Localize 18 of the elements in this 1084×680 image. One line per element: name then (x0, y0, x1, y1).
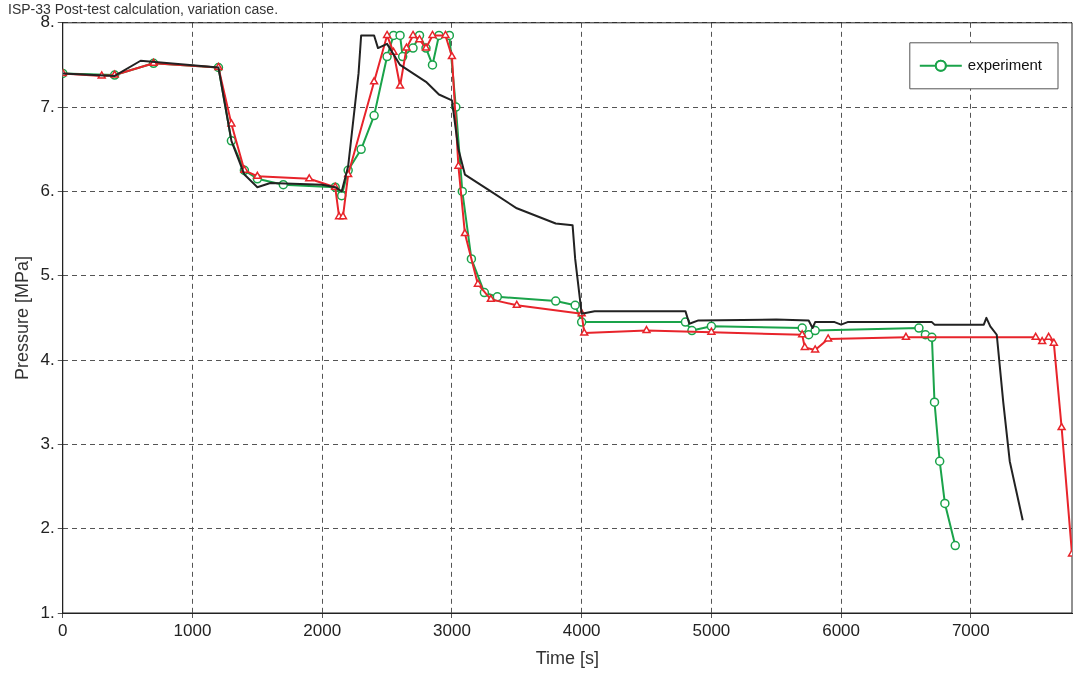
x-tick-label: 5000 (692, 620, 731, 640)
x-tick-label: 1000 (173, 620, 212, 640)
x-tick-label: 4000 (562, 620, 601, 640)
x-tick-label: 0 (58, 620, 68, 640)
y-axis-title: Pressure [MPa] (11, 255, 32, 380)
y-tick-label: 6. (40, 181, 55, 201)
x-tick-label: 3000 (433, 620, 471, 640)
x-tick-label: 2000 (303, 620, 342, 640)
x-tick-label: 7000 (951, 620, 990, 640)
legend-label: experiment (967, 55, 1043, 73)
y-tick-label: 2. (40, 518, 55, 538)
y-tick-label: 3. (40, 434, 55, 454)
y-tick-label: 7. (40, 96, 55, 116)
x-tick-label: 6000 (822, 620, 861, 640)
x-axis-title: Time [s] (535, 648, 600, 669)
y-tick-label: 5. (40, 265, 55, 285)
y-tick-label: 4. (40, 349, 55, 369)
y-tick-label: 1. (40, 602, 55, 622)
